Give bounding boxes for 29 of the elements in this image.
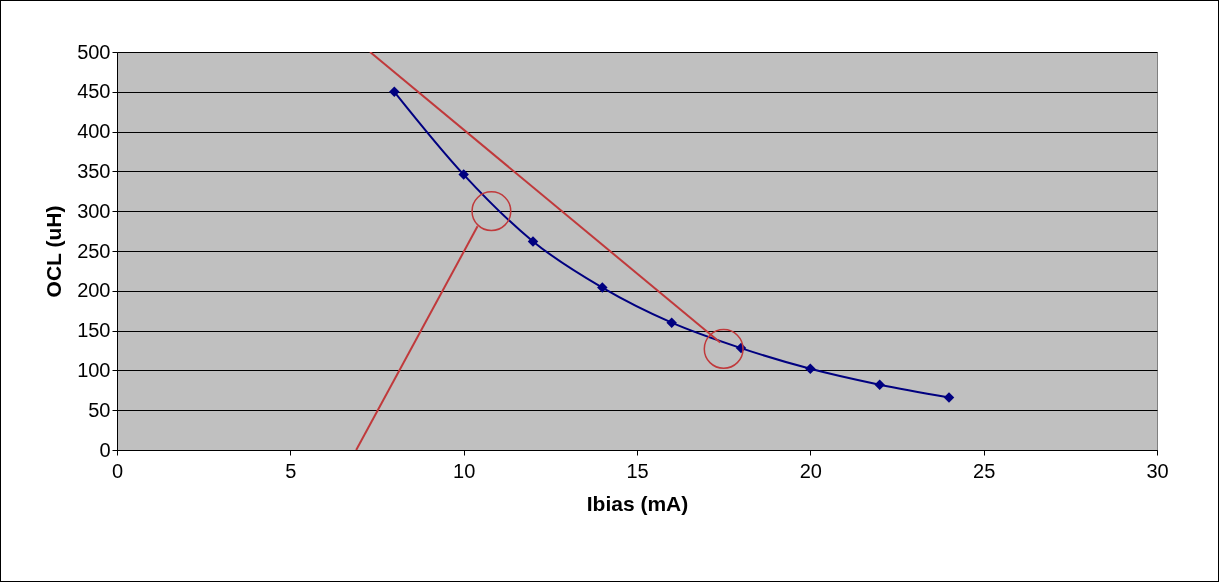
y-tick-label: 350	[77, 159, 111, 182]
y-tick-label: 100	[77, 358, 111, 381]
point	[597, 282, 608, 293]
point	[666, 317, 677, 328]
y-tick-label: 450	[77, 80, 111, 103]
y-tick-label: 0	[99, 438, 111, 461]
y-tick-label: 150	[77, 319, 111, 342]
point	[703, 328, 744, 369]
y-tick-label: 250	[77, 239, 111, 262]
x-axis-title: Ibias (mA)	[586, 491, 689, 515]
y-tick-label: 400	[77, 120, 111, 143]
x-tick-label: 5	[285, 459, 297, 482]
point	[943, 392, 955, 403]
point	[527, 236, 539, 247]
x-tick-label: 25	[973, 459, 996, 482]
point	[805, 363, 816, 375]
y-tick-label: 200	[77, 279, 111, 302]
point	[471, 191, 512, 232]
y-tick-label: 50	[88, 398, 111, 421]
x-tick-label: 15	[626, 459, 649, 482]
point	[874, 379, 885, 390]
y-tick-label: 500	[77, 40, 111, 63]
y-axis-title: OCL (uH)	[42, 205, 66, 298]
point	[389, 86, 400, 98]
x-tick-label: 30	[1146, 459, 1169, 482]
x-tick-label: 20	[799, 459, 822, 482]
y-tick-label: 300	[77, 199, 111, 222]
x-tick-label: 10	[453, 459, 476, 482]
point	[458, 169, 469, 180]
